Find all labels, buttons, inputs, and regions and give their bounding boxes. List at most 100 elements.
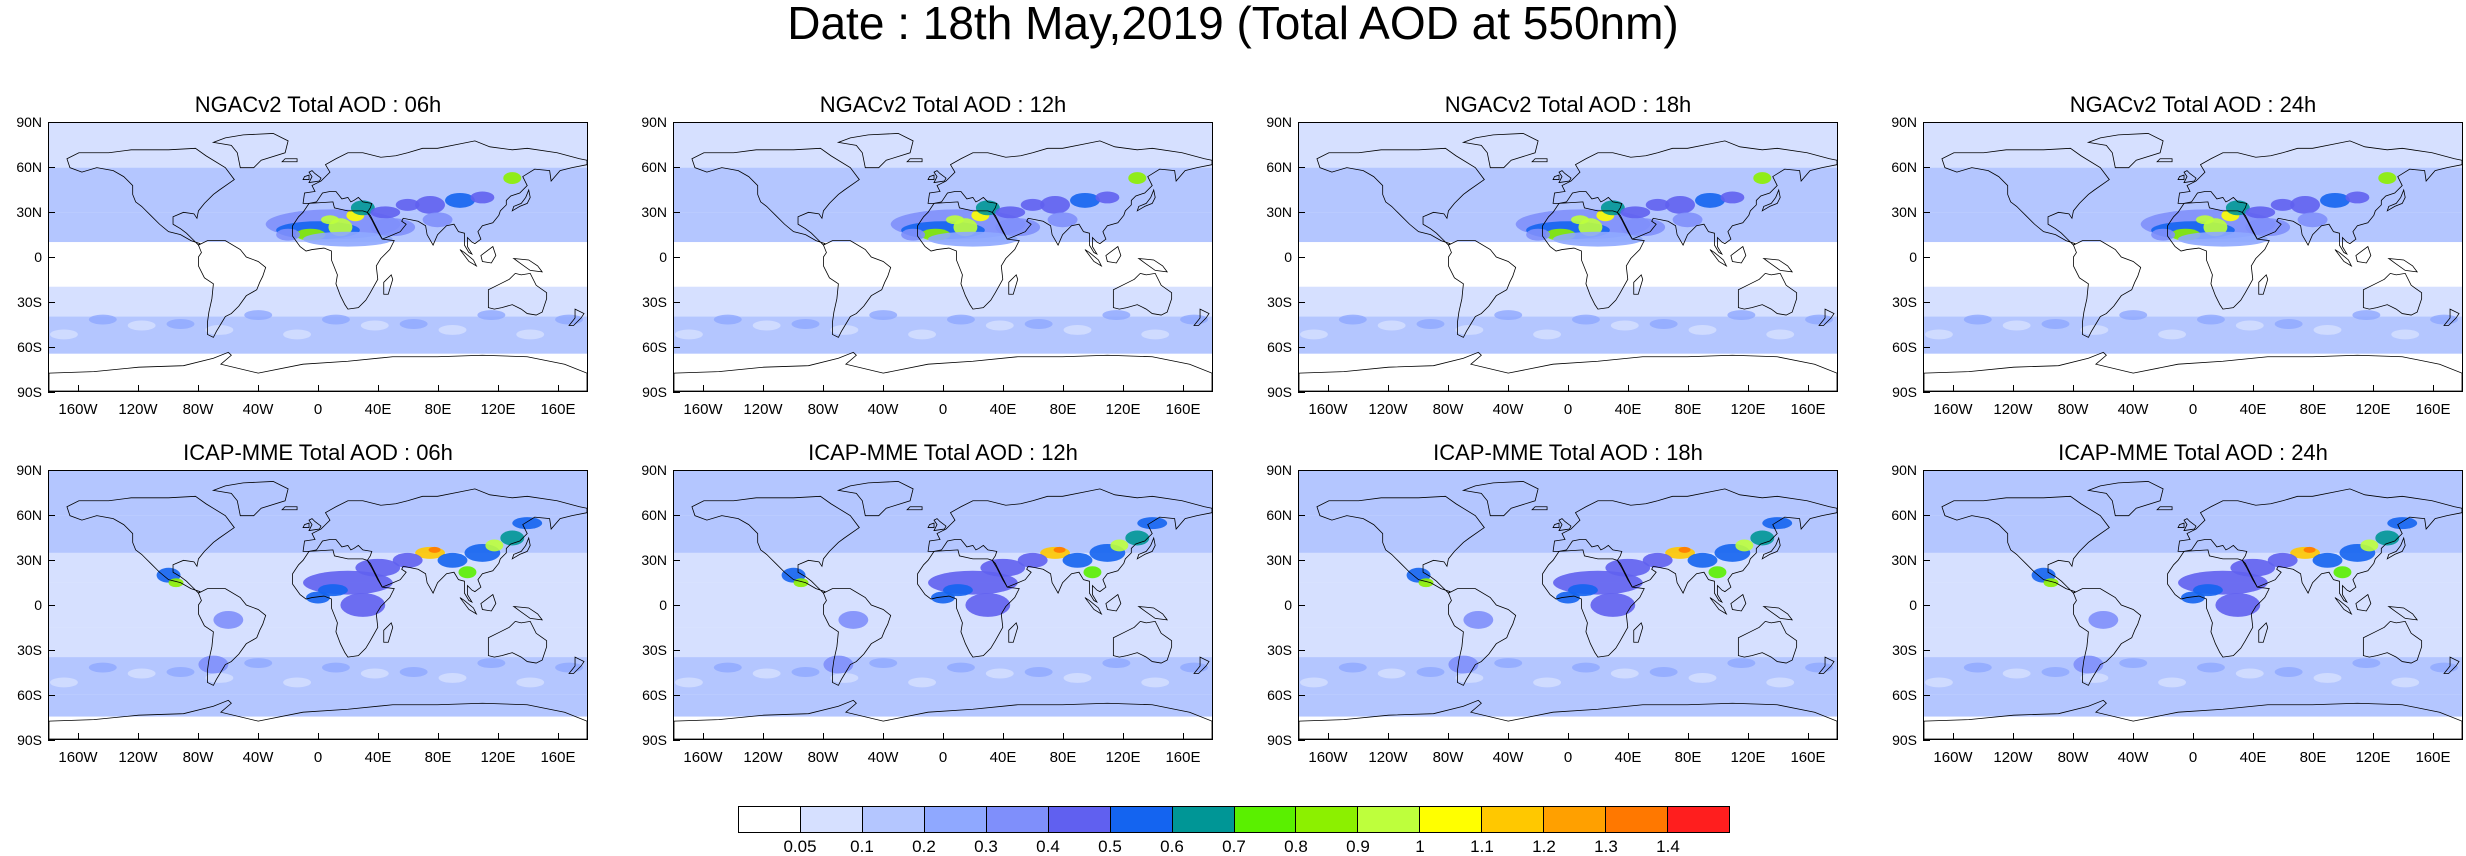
coastline bbox=[906, 158, 923, 163]
latitude-tick bbox=[1298, 212, 1305, 213]
longitude-tick bbox=[2073, 733, 2074, 740]
latitude-tick bbox=[1298, 302, 1305, 303]
longitude-tick bbox=[198, 733, 199, 740]
latitude-tick bbox=[48, 650, 55, 651]
aod-plume bbox=[1620, 218, 1666, 237]
aod-plume bbox=[303, 231, 393, 247]
longitude-label: 160W bbox=[1933, 749, 1973, 766]
aod-swirl bbox=[1416, 319, 1445, 329]
aod-band bbox=[674, 286, 1212, 317]
aod-swirl bbox=[477, 658, 506, 669]
aod-plume bbox=[213, 610, 244, 629]
longitude-label: 40E bbox=[2239, 401, 2267, 418]
panel-title: ICAP-MME Total AOD : 06h bbox=[183, 440, 453, 465]
aod-swirl bbox=[399, 667, 428, 677]
aod-plume bbox=[1020, 198, 1045, 211]
longitude-label: 160E bbox=[2415, 401, 2451, 418]
latitude-label: 90S bbox=[1267, 732, 1292, 748]
aod-swirl bbox=[985, 320, 1014, 331]
colorbar-label: 0.6 bbox=[1160, 837, 1184, 856]
latitude-label: 30N bbox=[1266, 204, 1292, 220]
aod-plume bbox=[1553, 231, 1643, 247]
coastline bbox=[1531, 158, 1548, 163]
aod-plume bbox=[2360, 539, 2379, 552]
coastline bbox=[1008, 622, 1019, 643]
coastline bbox=[2167, 201, 2270, 310]
aod-swirl bbox=[1102, 658, 1131, 669]
coastline bbox=[2334, 249, 2353, 267]
coastline bbox=[459, 597, 478, 615]
aod-plume bbox=[945, 215, 964, 225]
coastline bbox=[308, 170, 322, 184]
longitude-tick bbox=[198, 385, 199, 392]
aod-band bbox=[1299, 167, 1837, 213]
aod-swirl bbox=[1924, 677, 1953, 688]
aod-swirl bbox=[674, 677, 703, 688]
longitude-label: 80W bbox=[2057, 401, 2089, 418]
latitude-label: 90S bbox=[642, 384, 667, 400]
coastline bbox=[1818, 308, 1835, 326]
aod-swirl bbox=[1338, 314, 1367, 325]
aod-swirl bbox=[516, 677, 545, 688]
aod-swirl bbox=[166, 667, 195, 677]
aod-swirl bbox=[1533, 677, 1562, 688]
aod-swirl bbox=[1610, 668, 1639, 679]
coastline bbox=[2177, 174, 2185, 180]
longitude-label: 80E bbox=[2299, 749, 2327, 766]
map-frame bbox=[48, 122, 588, 392]
latitude-label: 90S bbox=[642, 732, 667, 748]
latitude-label: 90N bbox=[16, 114, 42, 130]
aod-swirl bbox=[2430, 314, 2459, 325]
aod-band bbox=[1299, 627, 1837, 658]
aod-plume bbox=[2195, 215, 2214, 225]
longitude-label: 40W bbox=[242, 401, 274, 418]
aod-plume bbox=[2088, 610, 2119, 629]
aod-swirl bbox=[1063, 672, 1092, 683]
latitude-label: 60S bbox=[1892, 687, 1917, 703]
coastline bbox=[2258, 274, 2269, 295]
aod-swirl bbox=[1180, 314, 1209, 325]
aod-plume bbox=[445, 192, 475, 208]
coastline bbox=[308, 518, 322, 532]
coastline bbox=[822, 240, 892, 338]
coastline bbox=[1633, 274, 1644, 295]
longitude-tick bbox=[2193, 385, 2194, 392]
aod-swirl bbox=[1727, 658, 1756, 669]
longitude-tick bbox=[883, 733, 884, 740]
aod-swirl bbox=[2158, 329, 2187, 340]
coastline bbox=[302, 488, 587, 603]
colorbar-label: 0.5 bbox=[1098, 837, 1122, 856]
latitude-tick bbox=[1298, 167, 1305, 168]
aod-swirl bbox=[88, 314, 117, 325]
aod-swirl bbox=[908, 677, 937, 688]
latitude-label: 90S bbox=[17, 732, 42, 748]
aod-swirl bbox=[1494, 658, 1523, 669]
aod-plume bbox=[340, 593, 386, 617]
panel-title: NGACv2 Total AOD : 06h bbox=[194, 92, 442, 117]
latitude-label: 30N bbox=[16, 552, 42, 568]
longitude-label: 0 bbox=[313, 401, 323, 418]
aod-swirl bbox=[830, 324, 859, 335]
longitude-tick bbox=[1063, 385, 1064, 392]
longitude-label: 80E bbox=[1674, 749, 1702, 766]
aod-band bbox=[49, 286, 587, 317]
longitude-label: 80W bbox=[182, 401, 214, 418]
latitude-tick bbox=[48, 347, 55, 348]
latitude-tick bbox=[1923, 212, 1930, 213]
aod-swirl bbox=[1455, 672, 1484, 683]
longitude-tick bbox=[1688, 733, 1689, 740]
coastline bbox=[2183, 518, 2197, 532]
coastline bbox=[66, 147, 235, 246]
aod-band bbox=[674, 353, 1212, 391]
coastline bbox=[2156, 158, 2173, 163]
coastline bbox=[1316, 147, 1485, 246]
colorbar-swatch bbox=[1544, 807, 1607, 832]
colorbar-label: 0.7 bbox=[1222, 837, 1246, 856]
longitude-label: 120E bbox=[1730, 749, 1766, 766]
longitude-label: 160E bbox=[1790, 749, 1826, 766]
colorbar-swatch bbox=[1668, 807, 1729, 832]
colorbar-label: 1.1 bbox=[1470, 837, 1494, 856]
longitude-tick bbox=[558, 733, 559, 740]
aod-swirl bbox=[713, 662, 742, 673]
latitude-label: 30S bbox=[1892, 294, 1917, 310]
